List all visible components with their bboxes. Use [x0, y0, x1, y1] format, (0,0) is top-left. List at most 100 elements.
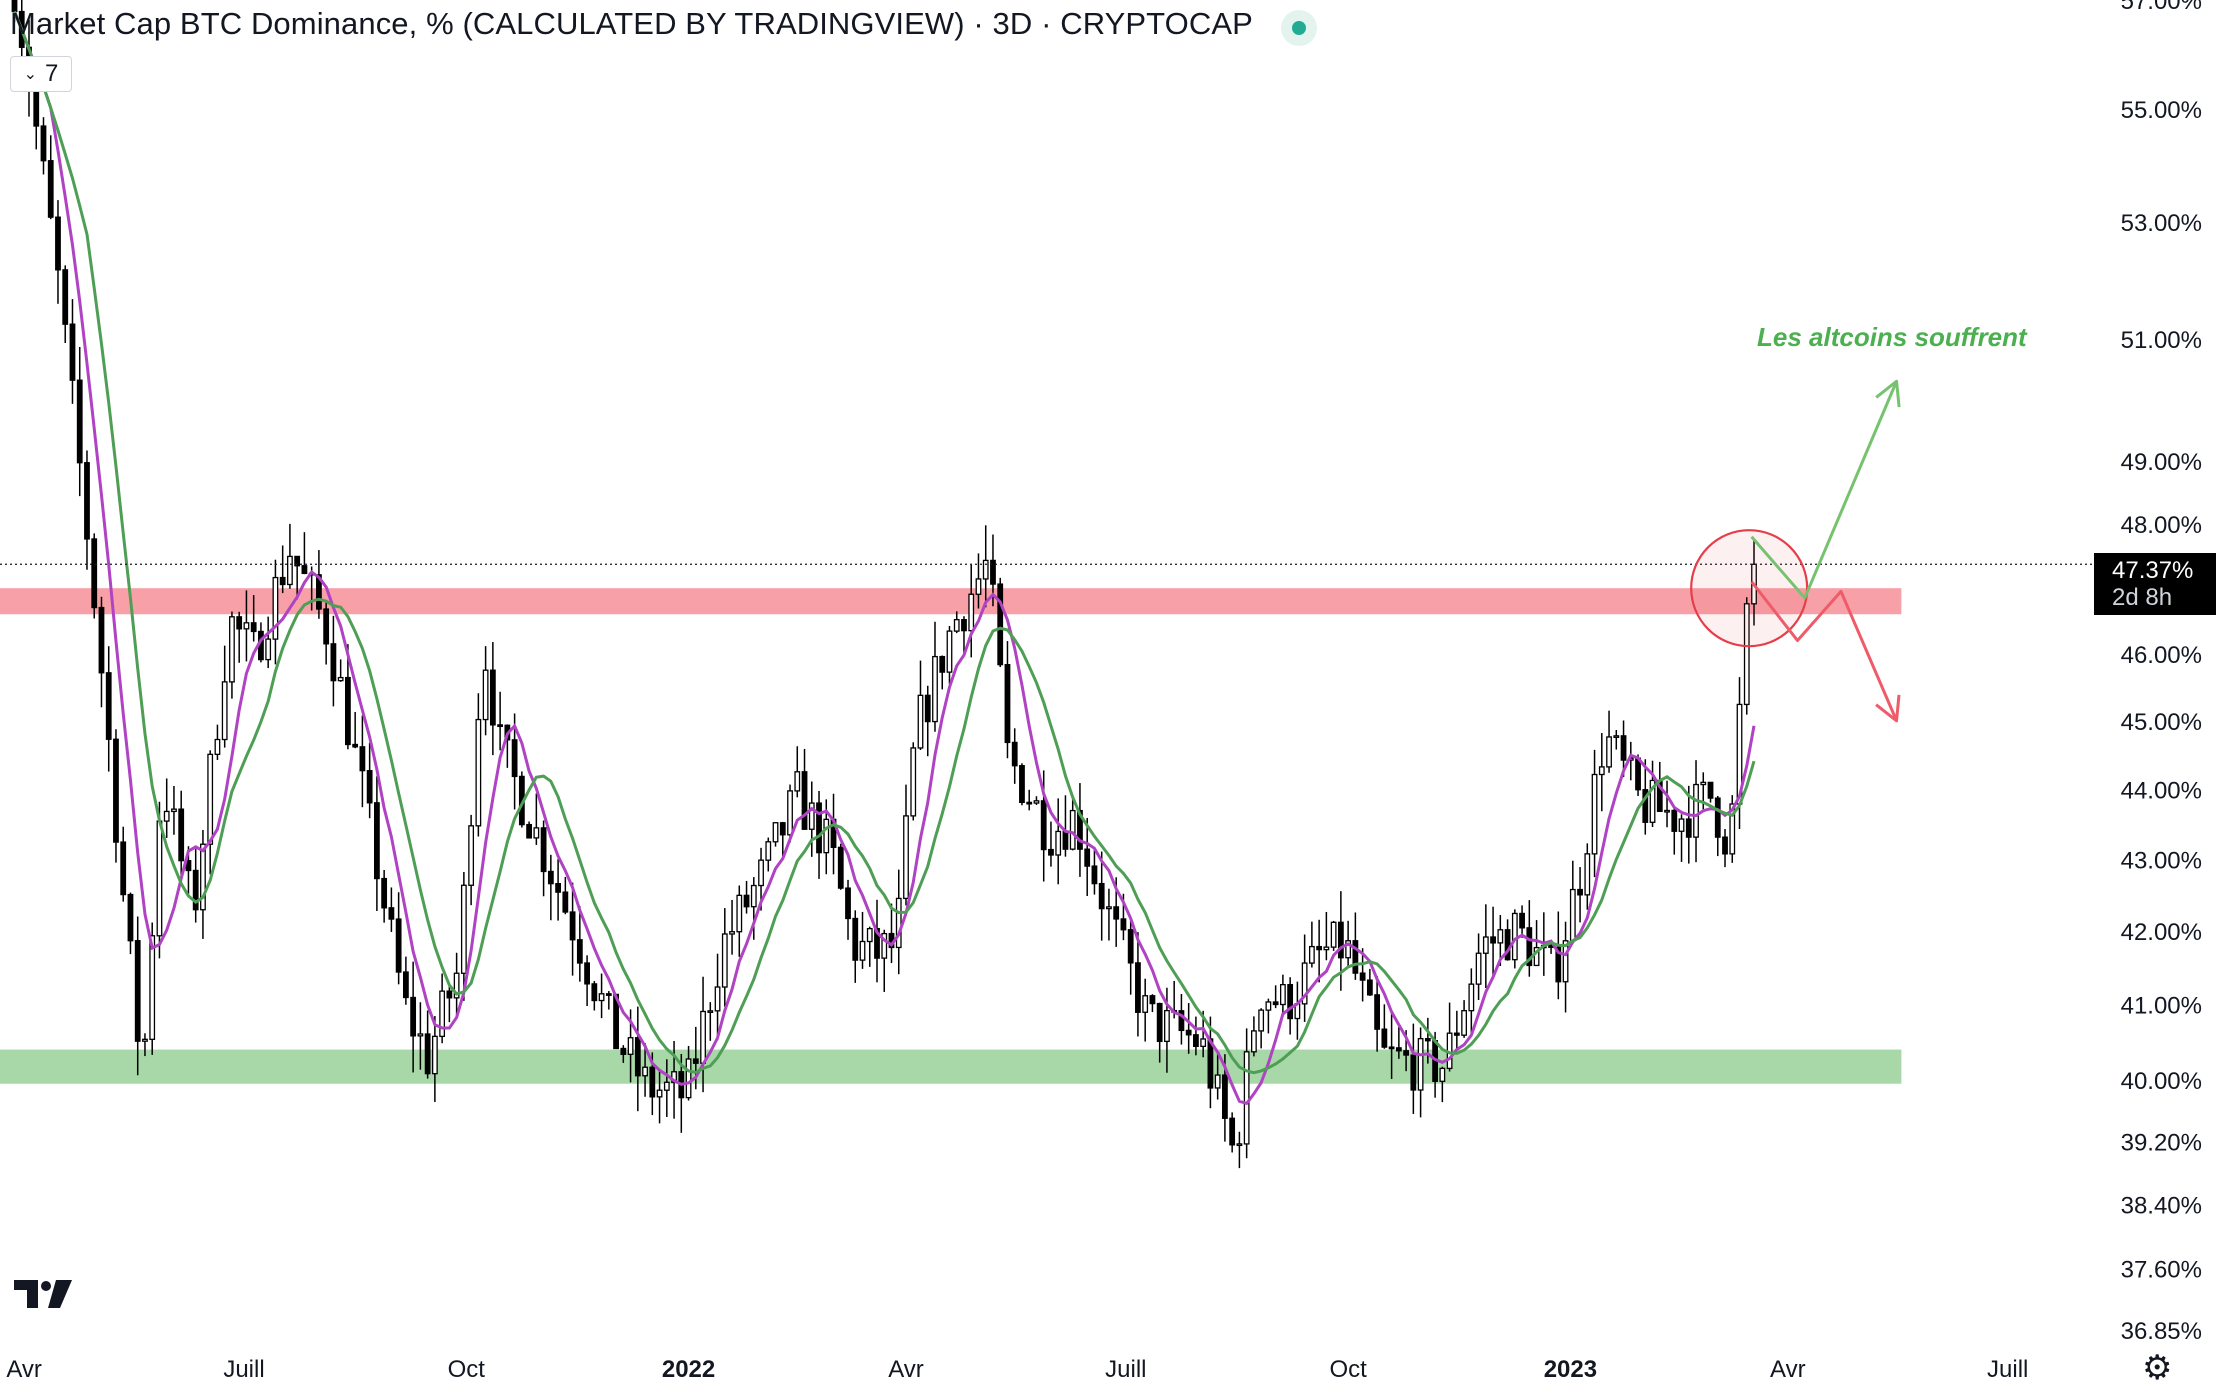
candle	[410, 996, 417, 1037]
candle	[569, 911, 576, 941]
y-tick-label: 44.00%	[2121, 777, 2202, 804]
candle	[1671, 809, 1678, 832]
candle	[852, 917, 859, 961]
candle	[149, 935, 156, 1040]
candle	[1403, 1050, 1410, 1056]
candle	[1062, 830, 1069, 850]
candle	[642, 1066, 648, 1077]
candle	[562, 891, 569, 913]
y-tick-label: 42.00%	[2121, 919, 2202, 946]
candle	[1722, 836, 1728, 855]
candle	[1490, 936, 1496, 944]
gear-icon[interactable]: ⚙	[2142, 1349, 2173, 1387]
y-tick-label: 57.00%	[2121, 0, 2202, 15]
candle	[1156, 1002, 1163, 1043]
candle	[1337, 921, 1344, 959]
candle	[1272, 1001, 1279, 1006]
candle	[316, 574, 322, 610]
candle	[287, 555, 293, 586]
candle	[359, 746, 366, 772]
annotation-layer	[0, 379, 2094, 723]
y-tick-label: 49.00%	[2121, 449, 2202, 476]
candle	[1033, 800, 1040, 804]
candle	[279, 576, 286, 586]
candle	[1417, 1038, 1424, 1091]
candle	[236, 616, 243, 630]
candle	[134, 940, 141, 1042]
candle	[700, 1010, 706, 1064]
candle	[743, 894, 750, 908]
candle	[1620, 735, 1627, 761]
candles-layer	[11, 0, 1757, 1169]
x-tick-label: Juill	[223, 1356, 264, 1383]
candle	[1084, 848, 1091, 867]
candle	[1591, 773, 1598, 855]
candle	[388, 907, 395, 920]
candle	[1091, 865, 1098, 885]
candle	[975, 578, 982, 595]
candle	[1729, 803, 1736, 855]
candle	[1562, 940, 1569, 983]
candle	[1453, 1032, 1460, 1036]
candle	[1424, 1038, 1431, 1042]
indicator-count: 7	[45, 60, 59, 87]
candle	[656, 1089, 663, 1098]
candle	[1106, 906, 1112, 910]
candle	[1642, 789, 1649, 823]
candle	[1635, 757, 1641, 791]
candle	[1700, 781, 1707, 786]
candle	[489, 669, 496, 726]
indicator-toggle-button[interactable]: ⌄ 7	[10, 56, 72, 92]
candle	[953, 619, 960, 632]
candle	[511, 739, 518, 778]
candle	[714, 986, 721, 1012]
candle	[620, 1047, 627, 1055]
candle	[801, 771, 808, 830]
candle	[446, 990, 453, 999]
candle	[424, 1033, 431, 1075]
candle	[526, 823, 532, 839]
y-tick-label: 39.20%	[2121, 1130, 2202, 1157]
candle	[1142, 995, 1149, 1013]
candle	[1048, 848, 1054, 856]
candle	[1308, 945, 1315, 964]
candle	[845, 887, 851, 920]
x-tick-label: Juill	[1987, 1356, 2028, 1383]
candle	[946, 630, 953, 673]
candle	[98, 606, 105, 674]
candle	[1381, 1028, 1388, 1048]
candle	[178, 808, 185, 862]
candle	[939, 655, 946, 673]
candle	[47, 160, 54, 218]
resistance-zone	[0, 588, 1902, 615]
candle	[1366, 979, 1373, 996]
candle	[1519, 912, 1525, 929]
candle	[1685, 818, 1692, 838]
candle	[33, 88, 40, 127]
candle	[1497, 929, 1504, 944]
bull-projection-path	[1750, 380, 1898, 600]
x-tick-label: Avr	[1770, 1356, 1806, 1383]
candle	[721, 933, 728, 988]
candle	[598, 993, 605, 1002]
candle	[1461, 1010, 1467, 1036]
candle	[1113, 906, 1120, 920]
candle	[1569, 888, 1576, 942]
x-tick-label: 2022	[662, 1356, 715, 1383]
candle	[1395, 1047, 1402, 1052]
candle	[402, 971, 409, 999]
y-tick-label: 45.00%	[2121, 709, 2202, 736]
candle	[1055, 830, 1062, 856]
y-tick-label: 38.40%	[2121, 1192, 2202, 1219]
candle	[142, 1038, 148, 1042]
status-dot-icon	[1281, 10, 1317, 46]
candle	[192, 869, 199, 911]
tradingview-logo-icon[interactable]	[14, 1278, 78, 1312]
candle	[1135, 962, 1141, 1013]
candle	[453, 972, 460, 999]
candle	[685, 1058, 692, 1099]
chevron-down-icon: ⌄	[23, 66, 38, 83]
candle	[214, 738, 221, 756]
candle	[895, 897, 902, 949]
